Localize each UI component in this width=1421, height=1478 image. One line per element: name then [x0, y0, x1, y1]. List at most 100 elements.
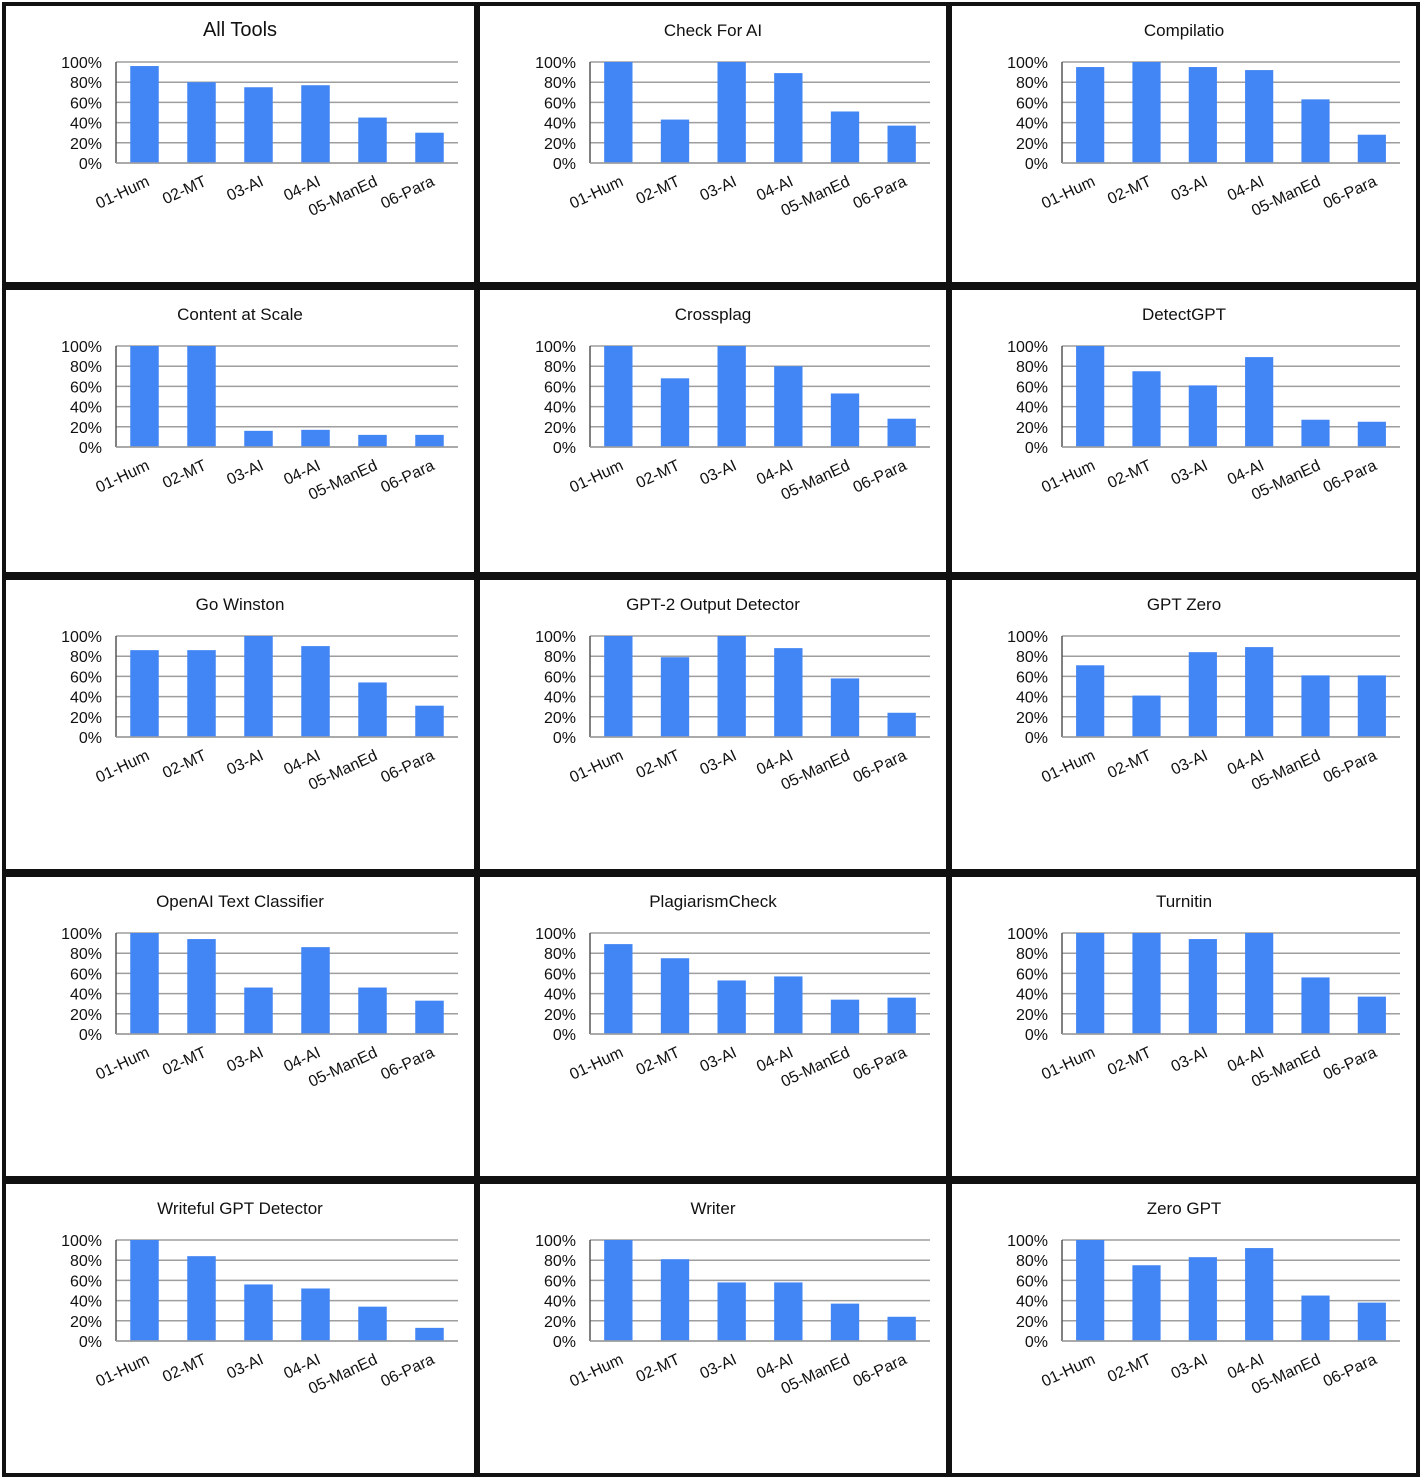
x-tick-label: 02-MT [634, 1044, 683, 1079]
x-tick-label: 02-MT [160, 173, 209, 208]
bar [1245, 70, 1274, 163]
y-tick-label: 40% [544, 1294, 576, 1311]
chart-panel: Crossplag 0% 20% 40% 60% 80% 100% 01-Hum 02-MT 03… [476, 286, 950, 576]
bar [1245, 1248, 1274, 1341]
bar [887, 712, 916, 737]
x-tick-label: 06-Para [851, 1351, 910, 1391]
x-tick-label: 06-Para [378, 1044, 437, 1084]
x-tick-label: 02-MT [1105, 1044, 1154, 1079]
bar [1076, 933, 1105, 1034]
y-tick-label: 60% [544, 379, 576, 396]
y-tick-label: 100% [1007, 339, 1048, 356]
y-tick-label: 60% [70, 379, 102, 396]
x-tick-label: 02-MT [160, 747, 209, 782]
bar [604, 944, 633, 1034]
x-tick-label: 03-AI [1169, 457, 1211, 489]
y-tick-label: 60% [70, 669, 102, 686]
bar [244, 987, 273, 1034]
x-tick-label: 03-AI [1169, 173, 1211, 205]
bar [1301, 1295, 1330, 1341]
bar [717, 1282, 746, 1341]
y-tick-label: 20% [1016, 136, 1048, 153]
chart-title: GPT-2 Output Detector [626, 595, 800, 614]
y-tick-label: 20% [70, 420, 102, 437]
bar [830, 678, 860, 737]
x-tick-label: 01-Hum [93, 173, 152, 212]
chart-title: Check For AI [664, 21, 762, 40]
x-tick-label: 06-Para [378, 1351, 437, 1391]
y-tick-label: 20% [70, 136, 102, 153]
bar [1301, 977, 1330, 1034]
x-tick-label: 01-Hum [567, 1351, 626, 1390]
chart-title: Compilatio [1144, 21, 1224, 40]
x-tick-label: 03-AI [224, 1351, 266, 1383]
bar [187, 82, 216, 163]
chart-panel: Turnitin 0% 20% 40% 60% 80% 100% 01-Hum 02-MT 03-… [948, 873, 1420, 1180]
bar [301, 429, 330, 447]
x-tick-label: 01-Hum [93, 747, 152, 786]
chart-panel: Writer 0% 20% 40% 60% 80% 100% 01-Hum 02-MT 03-AI… [476, 1180, 950, 1477]
bar [130, 1240, 159, 1341]
x-tick-label: 06-Para [1321, 1044, 1380, 1084]
x-tick-label: 02-MT [1105, 457, 1154, 492]
y-tick-label: 40% [1016, 116, 1048, 133]
bar [604, 1240, 633, 1341]
bar [1132, 933, 1161, 1034]
y-tick-label: 40% [70, 1294, 102, 1311]
y-tick-label: 0% [553, 1027, 576, 1044]
bar [660, 378, 690, 447]
x-tick-label: 03-AI [224, 747, 266, 779]
bar [415, 132, 444, 163]
x-tick-label: 03-AI [698, 1044, 740, 1076]
y-tick-label: 80% [1016, 946, 1048, 963]
x-tick-label: 02-MT [1105, 747, 1154, 782]
bar [1076, 346, 1105, 447]
chart-panel: Content at Scale 0% 20% 40% 60% 80% 100% 01-Hum… [2, 286, 478, 576]
y-tick-label: 60% [70, 95, 102, 112]
bar [774, 73, 803, 163]
x-tick-label: 03-AI [224, 173, 266, 205]
bar [187, 939, 216, 1034]
bar [660, 119, 690, 163]
chart-title: Turnitin [1156, 892, 1212, 911]
y-tick-label: 40% [1016, 690, 1048, 707]
x-tick-label: 01-Hum [1039, 457, 1098, 496]
bar [830, 111, 860, 163]
bar [1245, 647, 1274, 737]
bar-chart: GPT Zero 0% 20% 40% 60% 80% 100% 01-Hum 02-MT 03-… [1007, 595, 1400, 794]
x-tick-label: 06-Para [1321, 457, 1380, 497]
y-tick-label: 80% [70, 359, 102, 376]
bar [774, 976, 803, 1034]
y-tick-label: 80% [70, 75, 102, 92]
bar [887, 997, 916, 1034]
y-tick-label: 60% [1016, 669, 1048, 686]
bar [244, 636, 273, 737]
x-tick-label: 06-Para [851, 747, 910, 787]
chart-title: Go Winston [196, 595, 285, 614]
x-tick-label: 03-AI [1169, 747, 1211, 779]
bar [1132, 695, 1161, 737]
y-tick-label: 100% [535, 629, 576, 646]
y-tick-label: 40% [1016, 400, 1048, 417]
y-tick-label: 0% [1025, 1027, 1048, 1044]
chart-title: OpenAI Text Classifier [156, 892, 324, 911]
y-tick-label: 40% [1016, 987, 1048, 1004]
y-tick-label: 40% [70, 116, 102, 133]
bar-chart: Compilatio 0% 20% 40% 60% 80% 100% 01-Hum 02-MT 0… [1007, 21, 1400, 220]
bar [1301, 419, 1330, 447]
y-tick-label: 40% [1016, 1294, 1048, 1311]
bar [1357, 996, 1386, 1034]
bar [660, 958, 690, 1034]
x-tick-label: 01-Hum [1039, 747, 1098, 786]
y-tick-label: 0% [553, 730, 576, 747]
bar [660, 1259, 690, 1341]
bar [130, 650, 159, 737]
x-tick-label: 06-Para [378, 457, 437, 497]
bar-chart: Writer 0% 20% 40% 60% 80% 100% 01-Hum 02-MT 03-AI… [535, 1199, 930, 1398]
y-tick-label: 60% [1016, 1273, 1048, 1290]
y-tick-label: 20% [544, 1007, 576, 1024]
x-tick-label: 02-MT [160, 1044, 209, 1079]
bar [358, 1306, 387, 1341]
x-tick-label: 03-AI [698, 457, 740, 489]
y-tick-label: 60% [70, 1273, 102, 1290]
